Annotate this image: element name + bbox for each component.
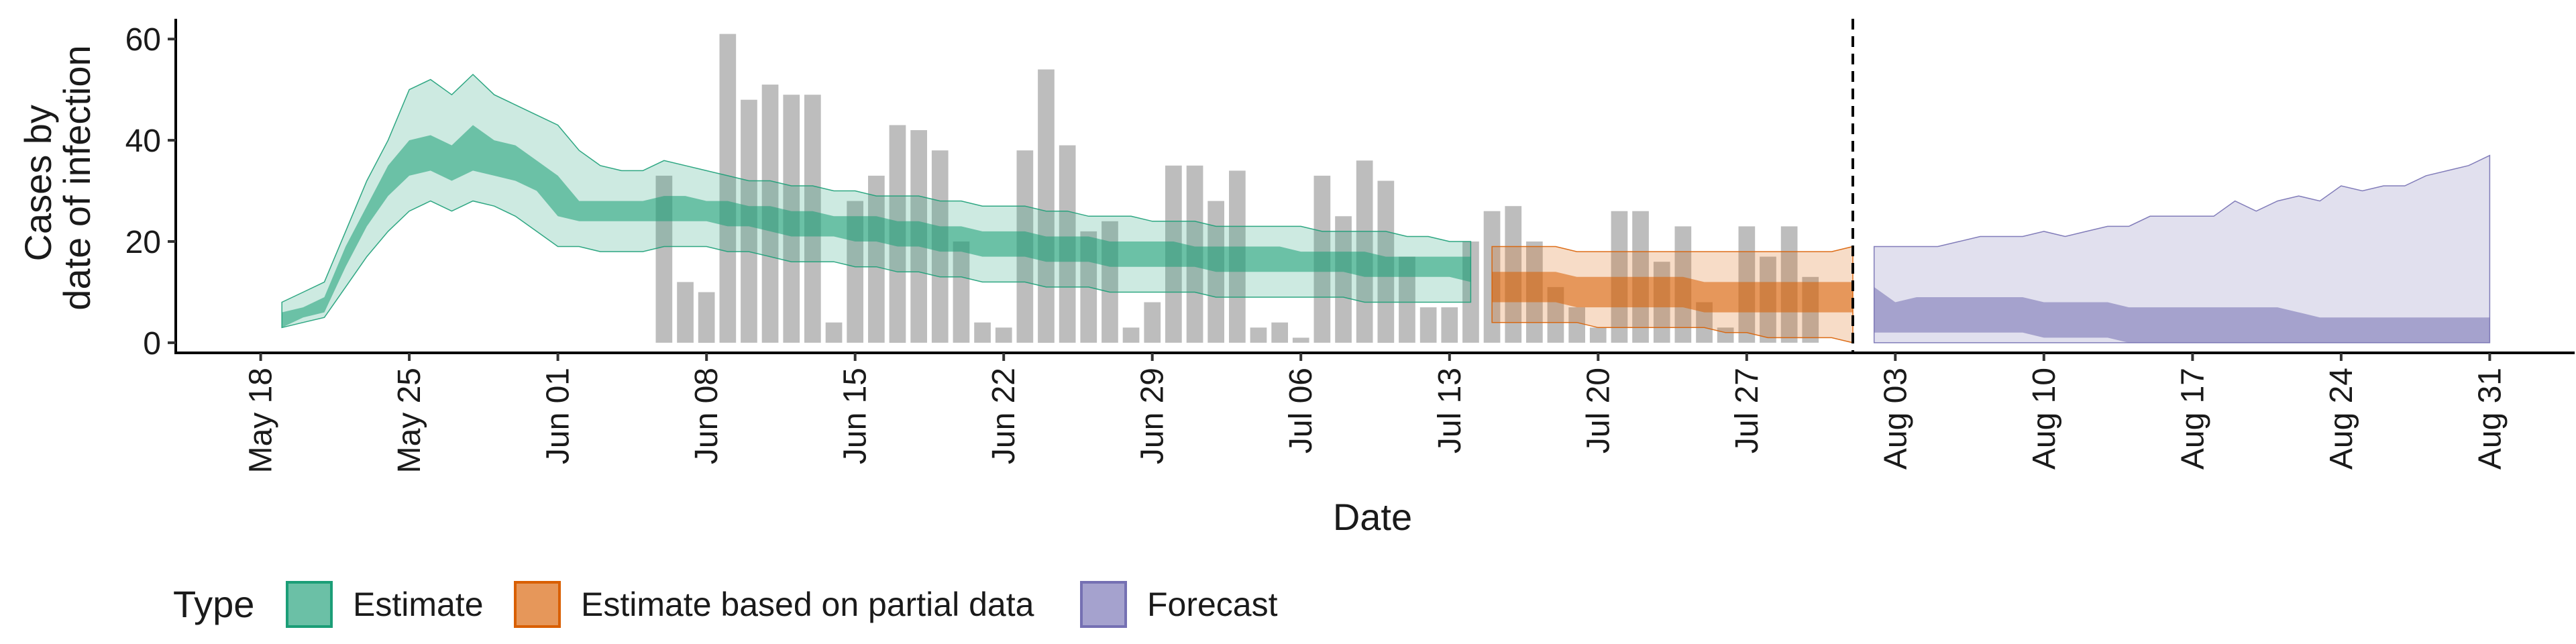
case-bar xyxy=(974,322,991,343)
case-bar xyxy=(1144,302,1161,343)
x-tick-label: Aug 03 xyxy=(1878,368,1913,470)
x-tick-label: Aug 10 xyxy=(2027,368,2062,470)
case-bar xyxy=(1568,307,1585,343)
y-tick-label: 60 xyxy=(125,22,161,58)
x-tick-label: Jul 13 xyxy=(1432,368,1468,453)
legend-title: Type xyxy=(173,583,254,625)
x-tick-label: May 25 xyxy=(392,368,427,473)
case-bar xyxy=(1122,327,1140,343)
series-estimate xyxy=(281,73,1472,329)
x-tick-label: Jul 27 xyxy=(1729,368,1765,453)
case-bar xyxy=(677,282,694,343)
case-bar xyxy=(1335,216,1352,343)
x-tick-label: May 18 xyxy=(244,368,279,473)
estimate-based-on-partial-data-50-interval xyxy=(1492,272,1853,313)
x-tick-label: Jun 22 xyxy=(986,368,1022,464)
x-tick-label: Jul 20 xyxy=(1580,368,1616,453)
legend-item-forecast: Forecast xyxy=(1080,581,1278,628)
legend-label-forecast: Forecast xyxy=(1147,586,1278,623)
x-tick-label: Jun 01 xyxy=(541,368,576,464)
series-estimate-based-on-partial-data xyxy=(1491,246,1854,343)
case-bar xyxy=(825,322,843,343)
series-forecast xyxy=(1873,154,2491,343)
legend-item-partial: Estimate based on partial data xyxy=(514,581,1034,628)
y-axis-ticks: 0 20 40 60 xyxy=(125,22,176,362)
legend-key-forecast xyxy=(1080,581,1127,628)
x-tick-label: Aug 31 xyxy=(2472,368,2508,470)
case-bar xyxy=(995,327,1012,343)
case-bar xyxy=(719,34,737,343)
case-bar xyxy=(868,175,885,343)
legend-label-estimate: Estimate xyxy=(353,586,484,623)
x-axis-title: Date xyxy=(1333,496,1412,538)
legend-label-partial: Estimate based on partial data xyxy=(581,586,1034,623)
y-axis-title: Cases by date of infection xyxy=(17,45,98,310)
x-tick-label: Jun 29 xyxy=(1135,368,1171,464)
legend-key-estimate xyxy=(286,581,333,628)
case-bar xyxy=(1271,322,1288,343)
plot-area xyxy=(281,19,2491,353)
y-tick-label: 20 xyxy=(125,225,161,260)
legend-item-estimate: Estimate xyxy=(286,581,484,628)
y-tick-label: 0 xyxy=(143,326,161,362)
legend: Type Estimate Estimate based on partial … xyxy=(173,581,1278,628)
y-axis-title-line-2: date of infection xyxy=(56,45,98,310)
case-bar xyxy=(698,292,715,343)
x-tick-label: Aug 24 xyxy=(2324,368,2359,470)
y-axis-title-line-1: Cases by xyxy=(17,105,59,261)
forecast-50-interval xyxy=(1874,286,2490,343)
legend-key-partial xyxy=(514,581,561,628)
case-bar xyxy=(1292,337,1309,343)
case-bar xyxy=(1441,307,1458,343)
case-bar xyxy=(1038,69,1055,343)
x-tick-label: Jun 15 xyxy=(838,368,873,464)
estimate-50-interval xyxy=(282,125,1471,328)
x-tick-label: Jul 06 xyxy=(1283,368,1319,453)
x-axis-ticks: May 18 May 25 Jun 01 Jun 08 Jun 15 Jun 22 Jun … xyxy=(244,353,2508,473)
case-bar xyxy=(1250,327,1267,343)
x-tick-label: Aug 17 xyxy=(2175,368,2210,470)
case-bar xyxy=(1419,307,1437,343)
case-bar xyxy=(1589,327,1607,343)
x-tick-label: Jun 08 xyxy=(689,368,724,464)
case-bar xyxy=(953,241,970,343)
y-tick-label: 40 xyxy=(125,123,161,159)
